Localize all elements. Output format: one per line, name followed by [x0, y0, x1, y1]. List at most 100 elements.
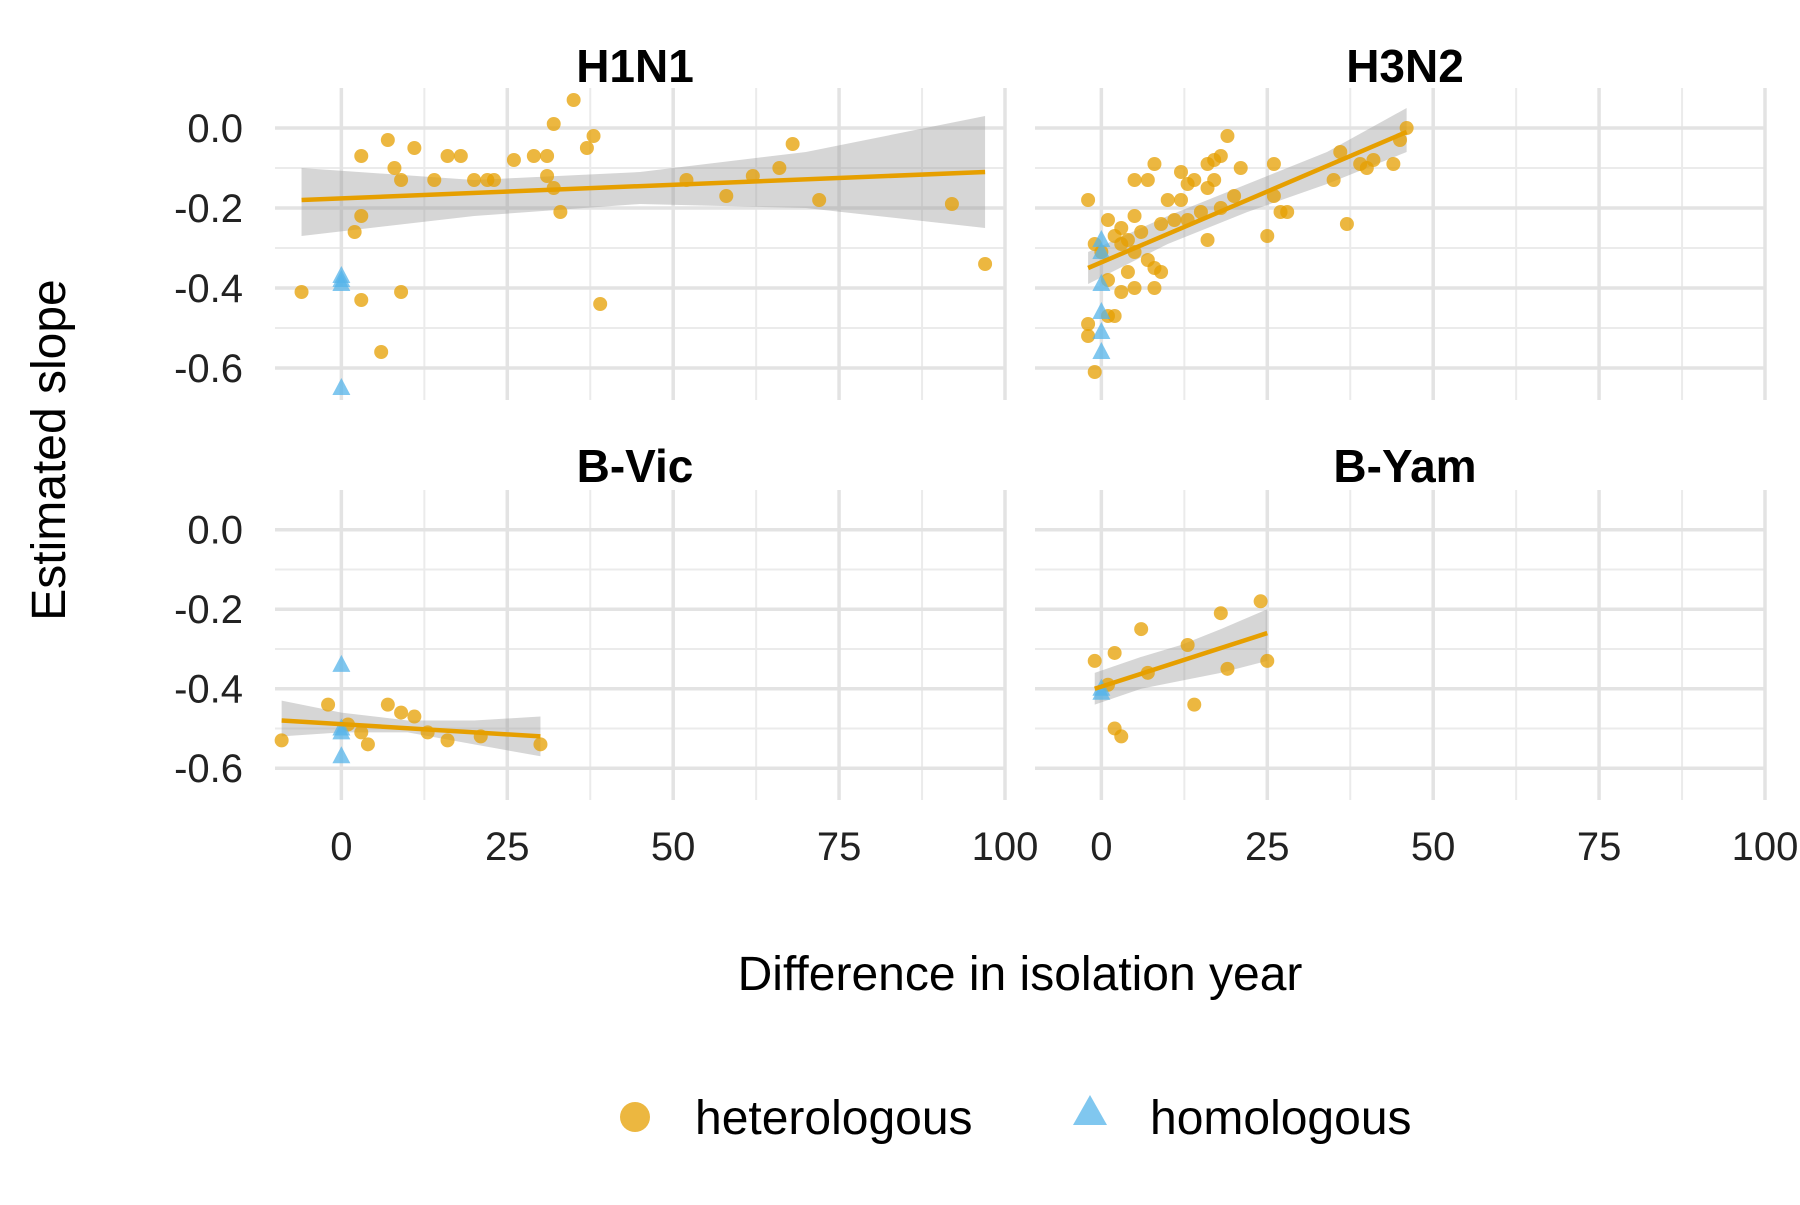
- fit-line-b-vic: [281, 718, 541, 739]
- point-heterologous: [1333, 145, 1348, 159]
- confidence-band-h1n1: [301, 116, 986, 236]
- point-heterologous: [487, 173, 501, 187]
- point-heterologous: [546, 117, 561, 131]
- point-heterologous: [1266, 157, 1281, 171]
- y-axis-title: Estimated slope: [23, 279, 76, 621]
- point-heterologous: [1107, 645, 1122, 660]
- point-heterologous: [1120, 265, 1135, 279]
- confidence-band-b-yam: [1094, 609, 1268, 705]
- legend-heterologous-marker: [620, 1102, 650, 1132]
- y-tick-label: -0.6: [174, 347, 243, 391]
- y-tick-label: -0.4: [174, 267, 243, 311]
- point-heterologous: [540, 149, 555, 163]
- point-homologous: [1092, 342, 1111, 359]
- point-heterologous: [1081, 317, 1096, 331]
- y-tick-label: -0.4: [174, 668, 243, 712]
- point-heterologous: [579, 141, 594, 155]
- point-heterologous: [1200, 233, 1215, 247]
- panel-h3n2: H3N2: [1035, 40, 1767, 400]
- point-heterologous: [1220, 661, 1235, 676]
- point-heterologous: [1134, 225, 1149, 239]
- point-homologous: [332, 722, 351, 740]
- panel-h1n1: H1N1: [275, 40, 1007, 400]
- x-tick-label: 0: [1090, 825, 1112, 869]
- point-heterologous: [1134, 622, 1149, 637]
- x-tick-label: 50: [1411, 825, 1456, 869]
- x-axis-title: Difference in isolation year: [738, 948, 1303, 1001]
- point-heterologous: [1260, 653, 1275, 668]
- point-heterologous: [1087, 653, 1102, 668]
- point-heterologous: [1386, 157, 1401, 171]
- point-heterologous: [427, 173, 442, 187]
- x-tick-label: 75: [817, 825, 862, 869]
- point-heterologous: [394, 173, 409, 187]
- point-heterologous: [1187, 697, 1202, 712]
- point-heterologous: [1260, 229, 1275, 243]
- point-heterologous: [440, 149, 455, 163]
- panel-b-yam: B-Yam: [1035, 440, 1767, 800]
- point-heterologous: [387, 161, 402, 175]
- confidence-band-h3n2: [1088, 108, 1407, 284]
- point-heterologous: [1114, 221, 1129, 235]
- x-tick-label: 75: [1577, 825, 1622, 869]
- point-heterologous: [440, 733, 455, 748]
- point-heterologous: [1081, 193, 1096, 207]
- point-heterologous: [1154, 265, 1169, 279]
- point-heterologous: [1220, 129, 1235, 143]
- point-heterologous: [1101, 213, 1115, 227]
- panel-title-h3n2: H3N2: [1346, 40, 1464, 92]
- point-heterologous: [593, 297, 608, 311]
- point-homologous: [1092, 322, 1111, 339]
- point-heterologous: [1339, 217, 1354, 231]
- point-heterologous: [354, 293, 369, 307]
- point-heterologous: [1127, 281, 1142, 295]
- point-homologous: [332, 654, 351, 672]
- point-heterologous: [1127, 209, 1142, 223]
- point-homologous: [1092, 274, 1111, 291]
- panel-title-h1n1: H1N1: [576, 40, 694, 92]
- x-axes-layer: 0 25 50 75 100 0 25 50 75 100: [330, 825, 1798, 869]
- y-axes-layer: 0.0 -0.2 -0.4 -0.6 0.0 -0.2 -0.4 -0.6: [174, 107, 243, 791]
- point-heterologous: [354, 209, 369, 223]
- panel-b-vic: B-Vic: [274, 440, 1007, 800]
- legend-heterologous-label: heterologous: [695, 1092, 973, 1145]
- point-homologous: [332, 746, 351, 764]
- point-heterologous: [566, 93, 581, 107]
- legend: heterologous homologous: [620, 1092, 1412, 1145]
- point-homologous: [1092, 230, 1111, 247]
- point-heterologous: [1193, 205, 1208, 219]
- x-tick-label: 25: [485, 825, 530, 869]
- x-tick-label: 100: [972, 825, 1039, 869]
- point-heterologous: [772, 161, 787, 175]
- legend-homologous-marker: [1073, 1095, 1107, 1125]
- point-homologous: [332, 274, 351, 291]
- point-heterologous: [321, 697, 336, 712]
- point-heterologous: [1233, 161, 1248, 175]
- point-heterologous: [1180, 638, 1195, 652]
- y-tick-label: -0.2: [174, 187, 243, 231]
- point-heterologous: [506, 153, 521, 167]
- y-tick-label: -0.2: [174, 588, 243, 632]
- x-tick-label: 25: [1245, 825, 1290, 869]
- point-heterologous: [526, 149, 541, 163]
- point-heterologous: [294, 285, 309, 299]
- point-heterologous: [347, 225, 362, 239]
- point-heterologous: [1167, 213, 1182, 227]
- point-homologous: [1092, 242, 1111, 259]
- point-heterologous: [978, 257, 993, 271]
- point-heterologous: [1127, 173, 1142, 187]
- point-heterologous: [1253, 594, 1268, 609]
- fit-line-h1n1: [301, 169, 986, 203]
- point-heterologous: [812, 193, 827, 207]
- point-homologous: [1092, 682, 1111, 700]
- point-heterologous: [1366, 153, 1381, 167]
- point-heterologous: [1227, 189, 1242, 203]
- point-heterologous: [394, 705, 409, 720]
- fit-line-h3n2: [1087, 129, 1408, 271]
- point-heterologous: [407, 709, 422, 724]
- point-heterologous: [553, 205, 568, 219]
- point-heterologous: [540, 169, 555, 183]
- point-heterologous: [719, 189, 734, 203]
